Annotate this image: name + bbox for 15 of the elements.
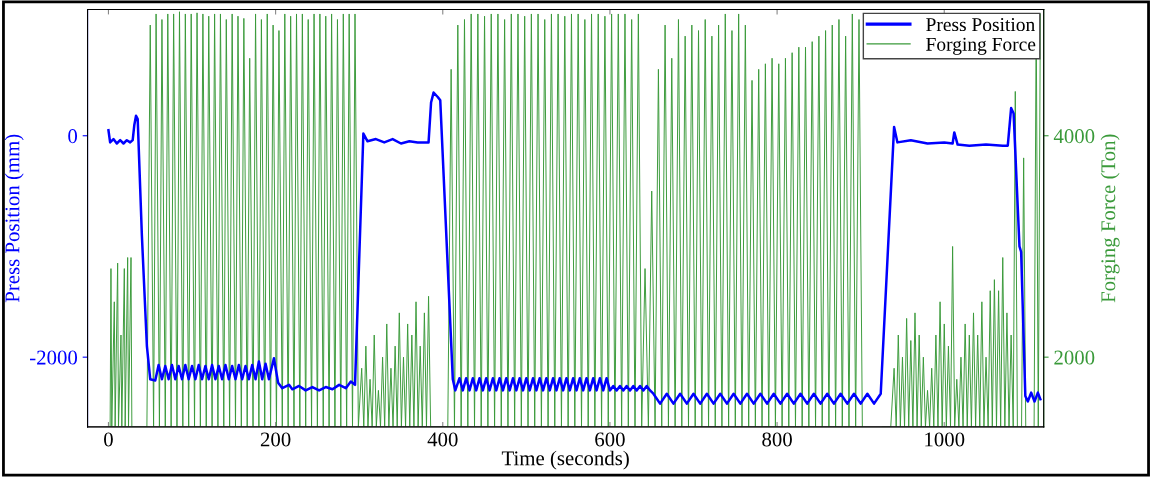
- y-axis-title: Press Position (mm): [4, 134, 24, 303]
- line-series: [107, 91, 1042, 405]
- x-axis-title: Time (seconds): [501, 450, 629, 470]
- x-tick-label: 200: [260, 432, 291, 447]
- x-tick-label: 0: [104, 432, 113, 447]
- legend-label: Press Position: [926, 18, 1035, 32]
- x-tick-label: 600: [595, 432, 625, 447]
- y2-tick-label: 4000: [1053, 129, 1095, 144]
- y-tick-label: -2000: [30, 350, 78, 365]
- x-tick-label: 800: [762, 432, 792, 447]
- legend-label: Forging Force: [926, 37, 1036, 55]
- y2-tick-label: 2000: [1054, 350, 1095, 365]
- y2-axis-title: Forging Force (Ton): [1100, 134, 1120, 303]
- x-tick-label: 400: [427, 432, 458, 447]
- x-tick-label: 1000: [925, 432, 965, 447]
